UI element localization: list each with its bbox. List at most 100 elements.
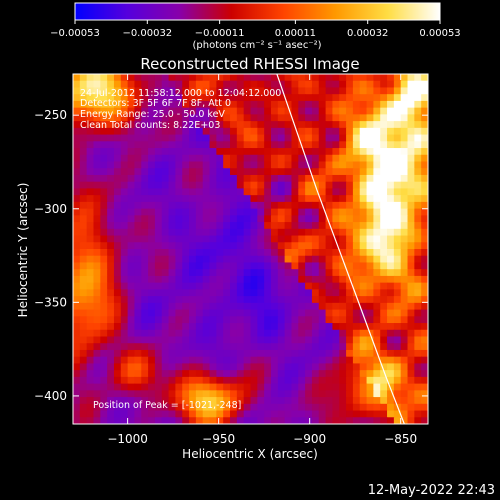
heatmap-cell [366,410,374,418]
heatmap-cell [182,417,190,424]
heatmap-cell [216,228,224,237]
heatmap-cell [175,168,183,176]
heatmap-cell [113,168,122,176]
heatmap-cell [332,363,340,371]
heatmap-cell [291,121,299,129]
heatmap-cell [339,134,347,142]
heatmap-cell [182,107,190,115]
heatmap-cell [107,329,115,338]
heatmap-cell [421,134,428,142]
heatmap-cell [393,80,402,89]
heatmap-cell [189,349,197,358]
heatmap-cell [250,275,258,284]
heatmap-cell [264,168,272,176]
heatmap-cell [325,74,334,82]
heatmap-cell [100,154,108,163]
heatmap-cell [373,141,381,149]
heatmap-cell [407,215,415,223]
heatmap-cell [195,148,204,156]
heatmap-cell [400,107,409,115]
x-tick-label: −850 [384,432,417,446]
heatmap-cell [325,390,334,398]
heatmap-cell [318,114,327,122]
heatmap-cell [230,87,238,95]
heatmap-cell [277,383,286,391]
colorbar-tick-label: 0.00032 [347,28,388,39]
heatmap-cell [182,370,190,378]
heatmap-cell [373,161,381,169]
heatmap-cell [86,255,95,264]
heatmap-cell [148,275,156,284]
heatmap-cell [339,168,347,176]
heatmap-cell [346,141,354,149]
heatmap-cell [223,262,231,270]
heatmap-cell [93,410,101,418]
heatmap-cell [120,107,129,115]
heatmap-cell [175,235,183,243]
heatmap-cell [113,208,122,216]
heatmap-cell [264,215,272,223]
heatmap-cell [346,235,354,243]
heatmap-cell [332,255,340,264]
heatmap-cell [380,100,388,109]
heatmap-cell [400,316,409,324]
heatmap-cell [182,349,190,358]
heatmap-cell [141,275,149,284]
heatmap-cell [223,154,231,163]
heatmap-cell [79,376,88,385]
heatmap-cell [393,323,402,331]
heatmap-cell [264,242,272,250]
heatmap-cell [400,296,409,304]
heatmap-cell [175,127,183,136]
heatmap-cell [250,249,258,257]
heatmap-cell [79,228,88,237]
heatmap-cell [400,100,409,109]
heatmap-cell [113,100,122,109]
heatmap-cell [113,80,122,89]
heatmap-cell [346,343,354,351]
heatmap-cell [134,323,142,331]
heatmap-cell [209,235,217,243]
heatmap-cell [393,114,402,122]
heatmap-cell [148,397,156,405]
heatmap-cell [318,397,327,405]
heatmap-cell [148,296,156,304]
heatmap-cell [305,417,313,424]
heatmap-cell [209,336,217,344]
heatmap-cell [209,107,217,115]
heatmap-cell [195,195,204,203]
heatmap-cell [148,148,156,156]
heatmap-cell [79,134,88,142]
heatmap-cell [127,376,136,385]
heatmap-cell [189,201,197,210]
heatmap-cell [325,249,334,257]
heatmap-cell [284,208,293,216]
heatmap-cell [291,154,299,163]
heatmap-cell [195,397,204,405]
heatmap-cell [393,100,402,109]
heatmap-cell [195,215,204,223]
heatmap-cell [373,309,381,317]
heatmap-cell [154,87,163,95]
heatmap-cell [154,255,163,264]
heatmap-cell [400,376,409,385]
heatmap-cell [277,141,286,149]
heatmap-cell [264,107,272,115]
heatmap-cell [264,282,272,290]
heatmap-cell [284,228,293,237]
heatmap-cell [209,403,217,412]
heatmap-cell [195,127,204,136]
colorbar-tick-label: 0.00053 [419,28,460,39]
heatmap-cell [209,141,217,149]
heatmap-cell [175,188,183,196]
heatmap-cell [380,249,388,257]
heatmap-cell [195,262,204,270]
heatmap-cell [202,94,211,102]
heatmap-cell [264,363,272,371]
heatmap-cell [421,74,428,82]
heatmap-cell [339,121,347,129]
heatmap-cell [93,269,101,277]
heatmap-cell [230,148,238,156]
heatmap-cell [120,249,129,257]
heatmap-cell [93,329,101,338]
